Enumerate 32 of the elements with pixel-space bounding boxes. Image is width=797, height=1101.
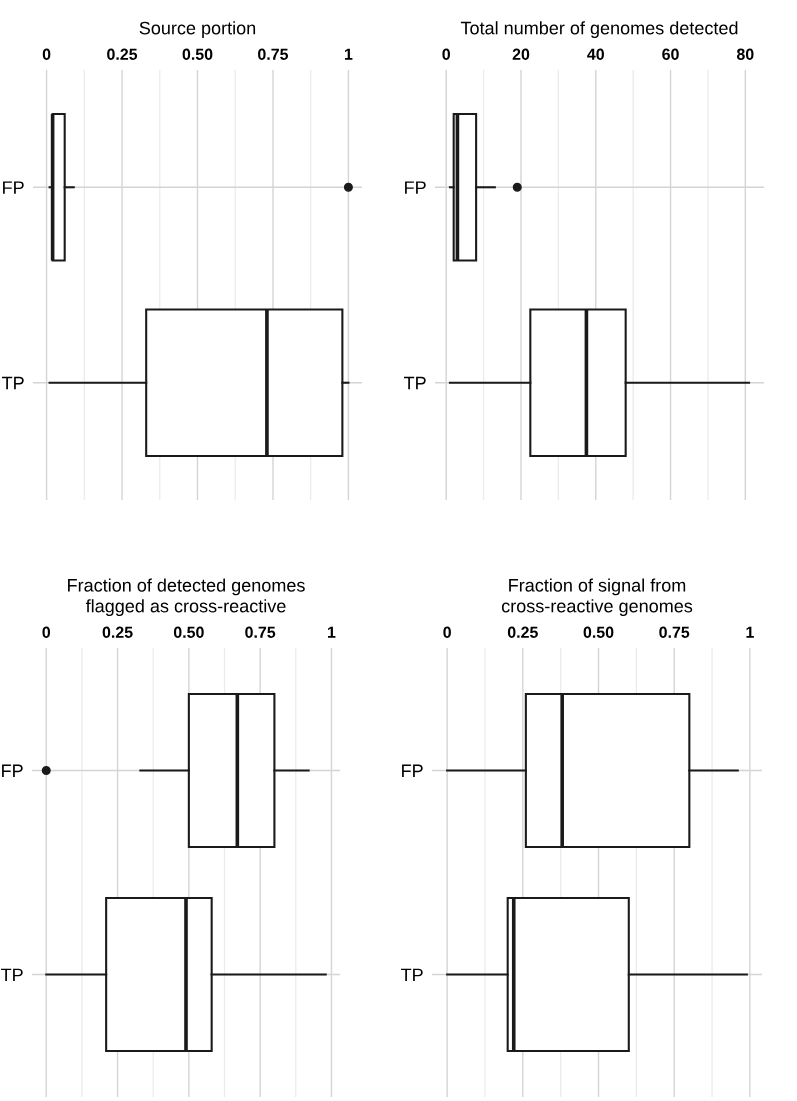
chart-title: Total number of genomes detected: [460, 21, 738, 39]
x-tick-label: 1: [344, 48, 353, 60]
y-tick-label: FP: [405, 181, 426, 194]
x-tick-label: 1: [328, 626, 336, 638]
x-tick-label: 60: [662, 48, 679, 60]
y-tick-label: FP: [3, 181, 24, 194]
x-tick-label: 0.25: [107, 48, 138, 60]
x-tick-label: 1: [746, 626, 754, 638]
x-tick-label: 20: [512, 48, 530, 60]
x-tick-label: 0.25: [507, 626, 538, 638]
chart-title: Source portion: [139, 21, 256, 39]
x-tick-label: 0.25: [102, 626, 133, 638]
y-tick-label: FP: [402, 764, 423, 777]
y-tick-label: FP: [2, 764, 23, 777]
x-tick-label: 0: [443, 626, 451, 638]
x-tick-label: 80: [736, 48, 754, 60]
x-tick-label: 0: [42, 626, 51, 638]
chart-title: Fraction of signal from cross-reactive genomes: [501, 578, 693, 617]
x-tick-label: 0: [42, 48, 51, 60]
x-tick-label: 0.50: [182, 48, 213, 60]
x-tick-label: 0.50: [173, 626, 204, 638]
x-tick-label: 0.75: [659, 626, 690, 638]
y-tick-label: TP: [401, 968, 423, 982]
y-tick-label: TP: [404, 376, 426, 390]
x-tick-label: 0.50: [583, 626, 614, 638]
x-tick-label: 0.75: [258, 48, 289, 60]
x-tick-label: 40: [587, 48, 604, 60]
x-tick-label: 0.75: [245, 626, 276, 638]
x-tick-label: 0: [442, 48, 450, 60]
y-tick-label: TP: [1, 968, 23, 982]
y-tick-label: TP: [2, 376, 24, 390]
chart-title: Fraction of detected genomes flagged as cross-reactive: [68, 578, 305, 617]
